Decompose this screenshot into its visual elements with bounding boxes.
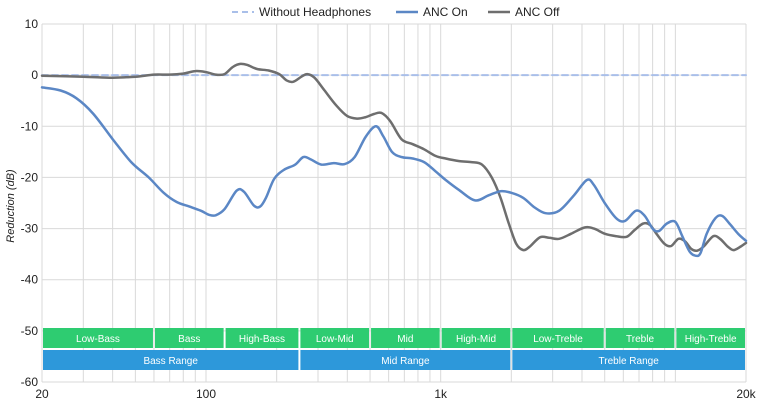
frequency-band [605,328,675,348]
frequency-band [225,328,299,348]
frequency-band-label: High-Treble [685,334,737,345]
frequency-band [512,350,745,370]
frequency-band-label: Low-Bass [76,334,120,345]
frequency-band-label: Low-Mid [316,334,354,345]
frequency-band [43,328,153,348]
y-tick-label: -30 [21,222,39,236]
frequency-band-label: Low-Treble [533,334,583,345]
frequency-band [43,350,299,370]
frequency-band [300,328,370,348]
frequency-band [300,350,511,370]
legend-entry: ANC On [423,5,468,19]
frequency-band-label: Mid [397,334,413,345]
frequency-band [676,328,745,348]
legend-entry: ANC Off [515,5,560,19]
frequency-band-label: High-Bass [239,334,285,345]
frequency-band-label: Treble [626,334,654,345]
frequency-band [154,328,224,348]
y-tick-label: -50 [21,324,39,338]
y-tick-label: -40 [21,273,39,287]
frequency-band [371,328,440,348]
y-tick-label: -20 [21,170,39,184]
frequency-band-label: Bass Range [143,356,198,367]
x-tick-label: 1k [434,387,448,401]
series-line-anc-on [40,86,748,258]
frequency-band-label: Treble Range [599,356,660,367]
legend-entry: Without Headphones [259,5,371,19]
frequency-band [441,328,511,348]
y-tick-label: -10 [21,119,39,133]
y-axis-title: Reduction (dB) [5,169,17,243]
frequency-band-label: Mid Range [381,356,430,367]
frequency-band [512,328,604,348]
x-tick-label: 100 [196,387,216,401]
legend: Without Headphones ANC On ANC Off [232,5,560,19]
x-tick-label: 20k [736,387,756,401]
frequency-bands: Low-Bass Bass High-Bass Low-Mid Mid High-Mid L… [43,328,745,370]
y-tick-label: 0 [31,68,38,82]
series-lines [40,62,748,258]
y-tick-label: 10 [25,17,39,31]
x-tick-label: 20 [35,387,49,401]
series-line-anc-off [40,62,748,252]
frequency-band-label: High-Mid [456,334,496,345]
frequency-band-label: Bass [178,334,200,345]
y-tick-label: -60 [21,375,39,389]
